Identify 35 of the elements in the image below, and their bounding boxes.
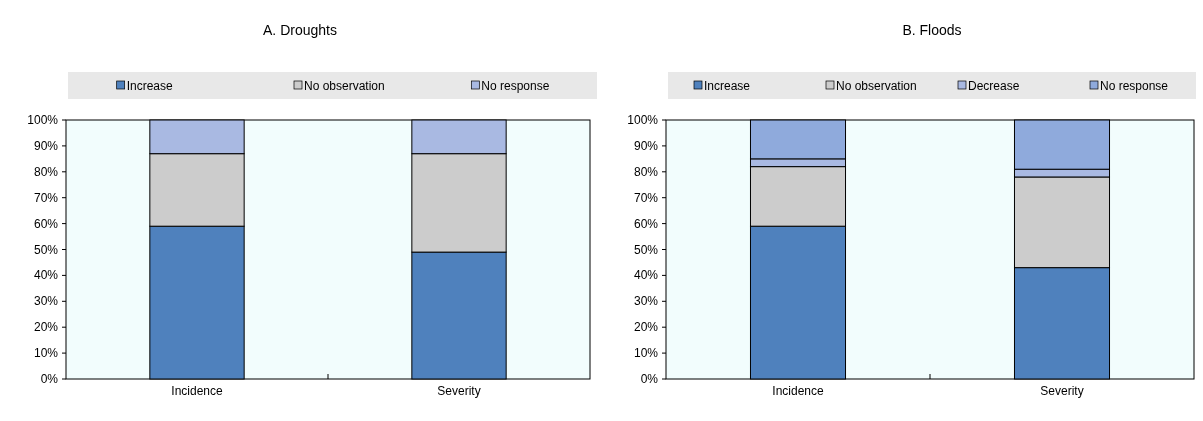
y-tick-label: 100% xyxy=(627,113,659,127)
y-tick-label: 40% xyxy=(33,268,59,283)
legend-label: No response xyxy=(481,78,550,93)
y-tick-label: 50% xyxy=(33,242,59,257)
y-tick-label: 70% xyxy=(33,190,59,205)
y-tick-label: 90% xyxy=(33,138,59,153)
y-tick-label: 0% xyxy=(640,372,659,386)
y-tick-label: 80% xyxy=(33,164,59,179)
y-tick-label: 60% xyxy=(633,216,659,231)
y-tick-label: 40% xyxy=(633,268,659,283)
legend-label: No observation xyxy=(304,78,385,93)
y-tick-label: 30% xyxy=(633,294,659,309)
y-tick-label: 60% xyxy=(33,216,59,231)
y-tick-label: 100% xyxy=(27,113,59,127)
y-tick-label: 20% xyxy=(33,320,59,335)
legend-label: No observation xyxy=(836,78,917,93)
y-tick-label: 50% xyxy=(633,242,659,257)
legend-label: Increase xyxy=(126,78,174,93)
y-tick-label: 90% xyxy=(633,138,659,153)
x-tick-label: Incidence xyxy=(171,384,224,398)
legend-label: No response xyxy=(1100,78,1169,93)
y-tick-label: 70% xyxy=(633,190,659,205)
y-tick-label: 30% xyxy=(33,294,59,309)
legend-label: Increase xyxy=(704,78,751,93)
chart-title: B. Floods xyxy=(902,22,962,38)
y-tick-label: 10% xyxy=(33,346,59,361)
y-tick-label: 0% xyxy=(40,372,59,386)
x-tick-label: Severity xyxy=(437,384,481,398)
x-tick-label: Incidence xyxy=(772,384,825,398)
chart-title: A. Droughts xyxy=(263,22,337,38)
y-tick-label: 10% xyxy=(633,346,659,361)
x-tick-label: Severity xyxy=(1040,384,1084,398)
y-tick-label: 80% xyxy=(633,164,659,179)
legend-label: Decrease xyxy=(968,78,1020,93)
y-tick-label: 20% xyxy=(633,320,659,335)
